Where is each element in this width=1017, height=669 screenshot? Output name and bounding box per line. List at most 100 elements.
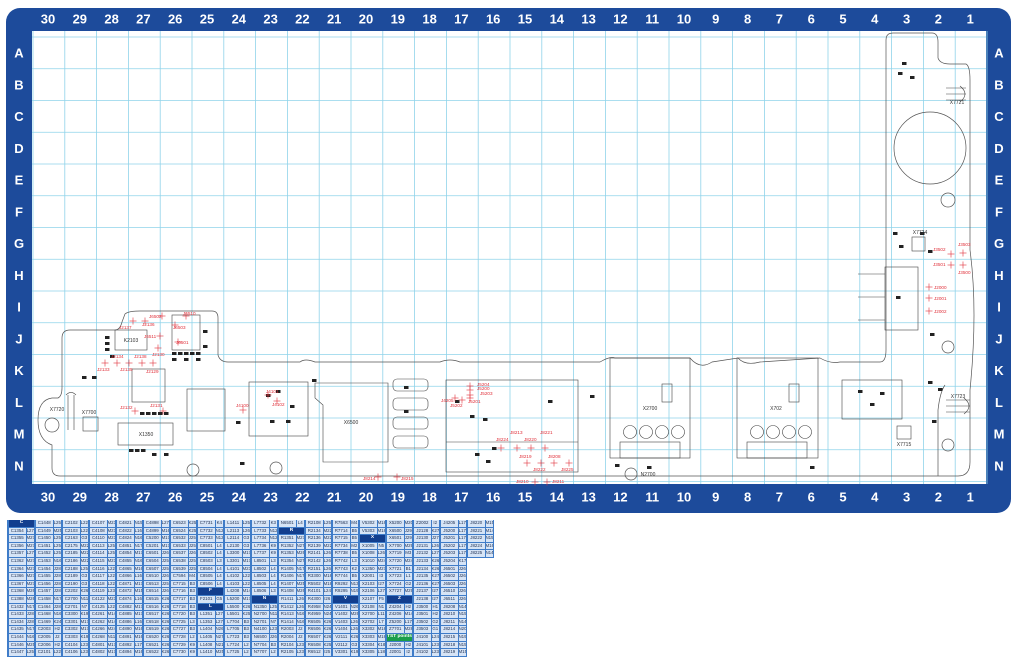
- column-label-bottom: 18: [422, 490, 436, 505]
- test-point-label: J6511: [144, 334, 157, 339]
- smd-component: [236, 421, 241, 424]
- smd-component: [196, 352, 201, 355]
- row-label-left: M: [14, 427, 25, 442]
- part-reference: R2003: [278, 626, 296, 633]
- grid-coordinate: K27: [430, 573, 439, 580]
- column-label-bottom: 23: [263, 490, 277, 505]
- part-reference: C3301: [62, 618, 80, 626]
- row-label-left: E: [15, 173, 24, 188]
- row-label-left: K: [14, 363, 24, 378]
- part-reference: C1364: [8, 565, 26, 573]
- test-point: J5202: [450, 396, 466, 408]
- grid-coordinate: L2: [241, 641, 250, 649]
- grid-coordinate: L25: [52, 520, 61, 527]
- grid-coordinate: K26: [160, 649, 169, 656]
- grid-coordinate: N17: [295, 565, 304, 573]
- part-reference: J2135: [413, 573, 431, 580]
- table-row: V1404 L26: [332, 626, 358, 634]
- part-reference: L7725: [224, 649, 242, 656]
- part-reference: J2001: [386, 649, 404, 656]
- grid-coordinate: N1: [376, 603, 385, 611]
- table-row: R2136M22: [305, 535, 331, 543]
- table-row: C4119 L23: [89, 588, 115, 596]
- column-label-top: 15: [518, 12, 532, 27]
- smd-component: [880, 392, 885, 395]
- grid-coordinate: L27: [214, 611, 223, 618]
- table-row: C1451 L25: [35, 542, 61, 551]
- grid-coordinate: N15: [457, 641, 466, 649]
- component-x6500: [314, 382, 389, 463]
- part-reference: C7718: [170, 603, 188, 611]
- part-reference: L4103: [224, 580, 242, 588]
- table-row: V5303M18: [359, 527, 385, 536]
- table-row: C2175M22: [62, 542, 88, 551]
- test-point-label: J2002: [934, 309, 947, 314]
- component-labels: X7721 X7724 X7720 X7700 X1350 K2103 X2700 X702 X…: [50, 100, 966, 478]
- table-row: L3300M17: [224, 550, 250, 558]
- row-label-right: B: [994, 77, 1003, 92]
- table-row: N: [251, 595, 277, 604]
- part-reference: F2101: [197, 595, 215, 603]
- grid-coordinate: M20: [403, 520, 412, 527]
- smd-component: [920, 232, 925, 235]
- test-point: J8224: [496, 437, 509, 452]
- row-label-right: A: [994, 46, 1004, 61]
- component-x7720: [65, 392, 77, 430]
- part-reference: R6507: [305, 633, 323, 641]
- table-row: J2136 K27: [413, 580, 439, 589]
- table-row: J6502 J26: [440, 573, 466, 581]
- part-reference: R6512: [305, 649, 323, 656]
- part-reference: C1454: [35, 565, 53, 573]
- grid-coordinate: M27: [25, 542, 34, 550]
- part-reference: C2700: [62, 595, 80, 603]
- part-reference: C6510: [143, 573, 161, 580]
- table-row: X1350M27: [359, 565, 385, 574]
- part-reference: R3300: [305, 573, 323, 580]
- row-label-left: D: [14, 141, 23, 156]
- grid-coordinate: L22: [52, 649, 61, 656]
- table-row: L4102 L22: [224, 573, 250, 581]
- table-row: V2111 K26: [332, 633, 358, 642]
- column-label-top: 9: [712, 12, 719, 27]
- table-row: Z4204 H2: [386, 603, 412, 612]
- table-row: L7737 K9: [251, 550, 277, 558]
- table-row: C6520 K26: [143, 633, 169, 642]
- table-column-group: C6523 K25 C6524 K25 C6532 J25 C6533 J25 C6537 J26…: [170, 520, 197, 657]
- grid-coordinate: J28: [25, 611, 34, 618]
- part-reference: C1468: [35, 611, 53, 618]
- table-row: C1453 N16: [35, 557, 61, 566]
- smd-component: [196, 358, 201, 361]
- part-reference: C6515: [143, 595, 161, 603]
- part-reference: C2101: [35, 649, 53, 656]
- table-row: C4865M16: [116, 565, 142, 574]
- smd-component: [290, 405, 295, 408]
- grid-coordinate: M3: [403, 550, 412, 557]
- grid-coordinate: M25: [25, 641, 34, 649]
- table-column-group: L7732 K3 L7733 N12 L7734 N12 L7736 K9 L7737 K9 L85…: [251, 520, 278, 657]
- table-row: C4114 L25: [89, 550, 115, 558]
- grid-coordinate: H2: [52, 626, 61, 633]
- grid-coordinate: N27: [214, 633, 223, 641]
- column-label-bottom: 25: [200, 490, 214, 505]
- arrow-marker: [661, 383, 673, 403]
- smd-component: [898, 72, 903, 75]
- table-row: C7727 B3: [170, 626, 196, 634]
- part-reference: J2131: [413, 542, 431, 550]
- grid-coordinate: H2: [52, 641, 61, 649]
- table-row: C4266M24: [89, 626, 115, 634]
- table-row: X2001 I3: [359, 573, 385, 581]
- grid-coordinate: L17: [457, 550, 466, 557]
- smd-component: [140, 412, 145, 415]
- part-reference: C2163: [62, 535, 80, 542]
- smd-component: [475, 453, 480, 456]
- part-reference: C4890: [116, 626, 134, 633]
- part-reference: J8218: [440, 641, 458, 649]
- part-reference: R6508: [305, 641, 323, 649]
- smd-component: [902, 62, 907, 65]
- test-point: J8221: [540, 430, 553, 452]
- test-point: J4102: [272, 397, 285, 407]
- table-row: C2701 N7: [62, 603, 88, 612]
- part-reference: R1407: [278, 580, 296, 588]
- smd-component: [492, 447, 497, 450]
- grid-coordinate: L4: [295, 520, 304, 527]
